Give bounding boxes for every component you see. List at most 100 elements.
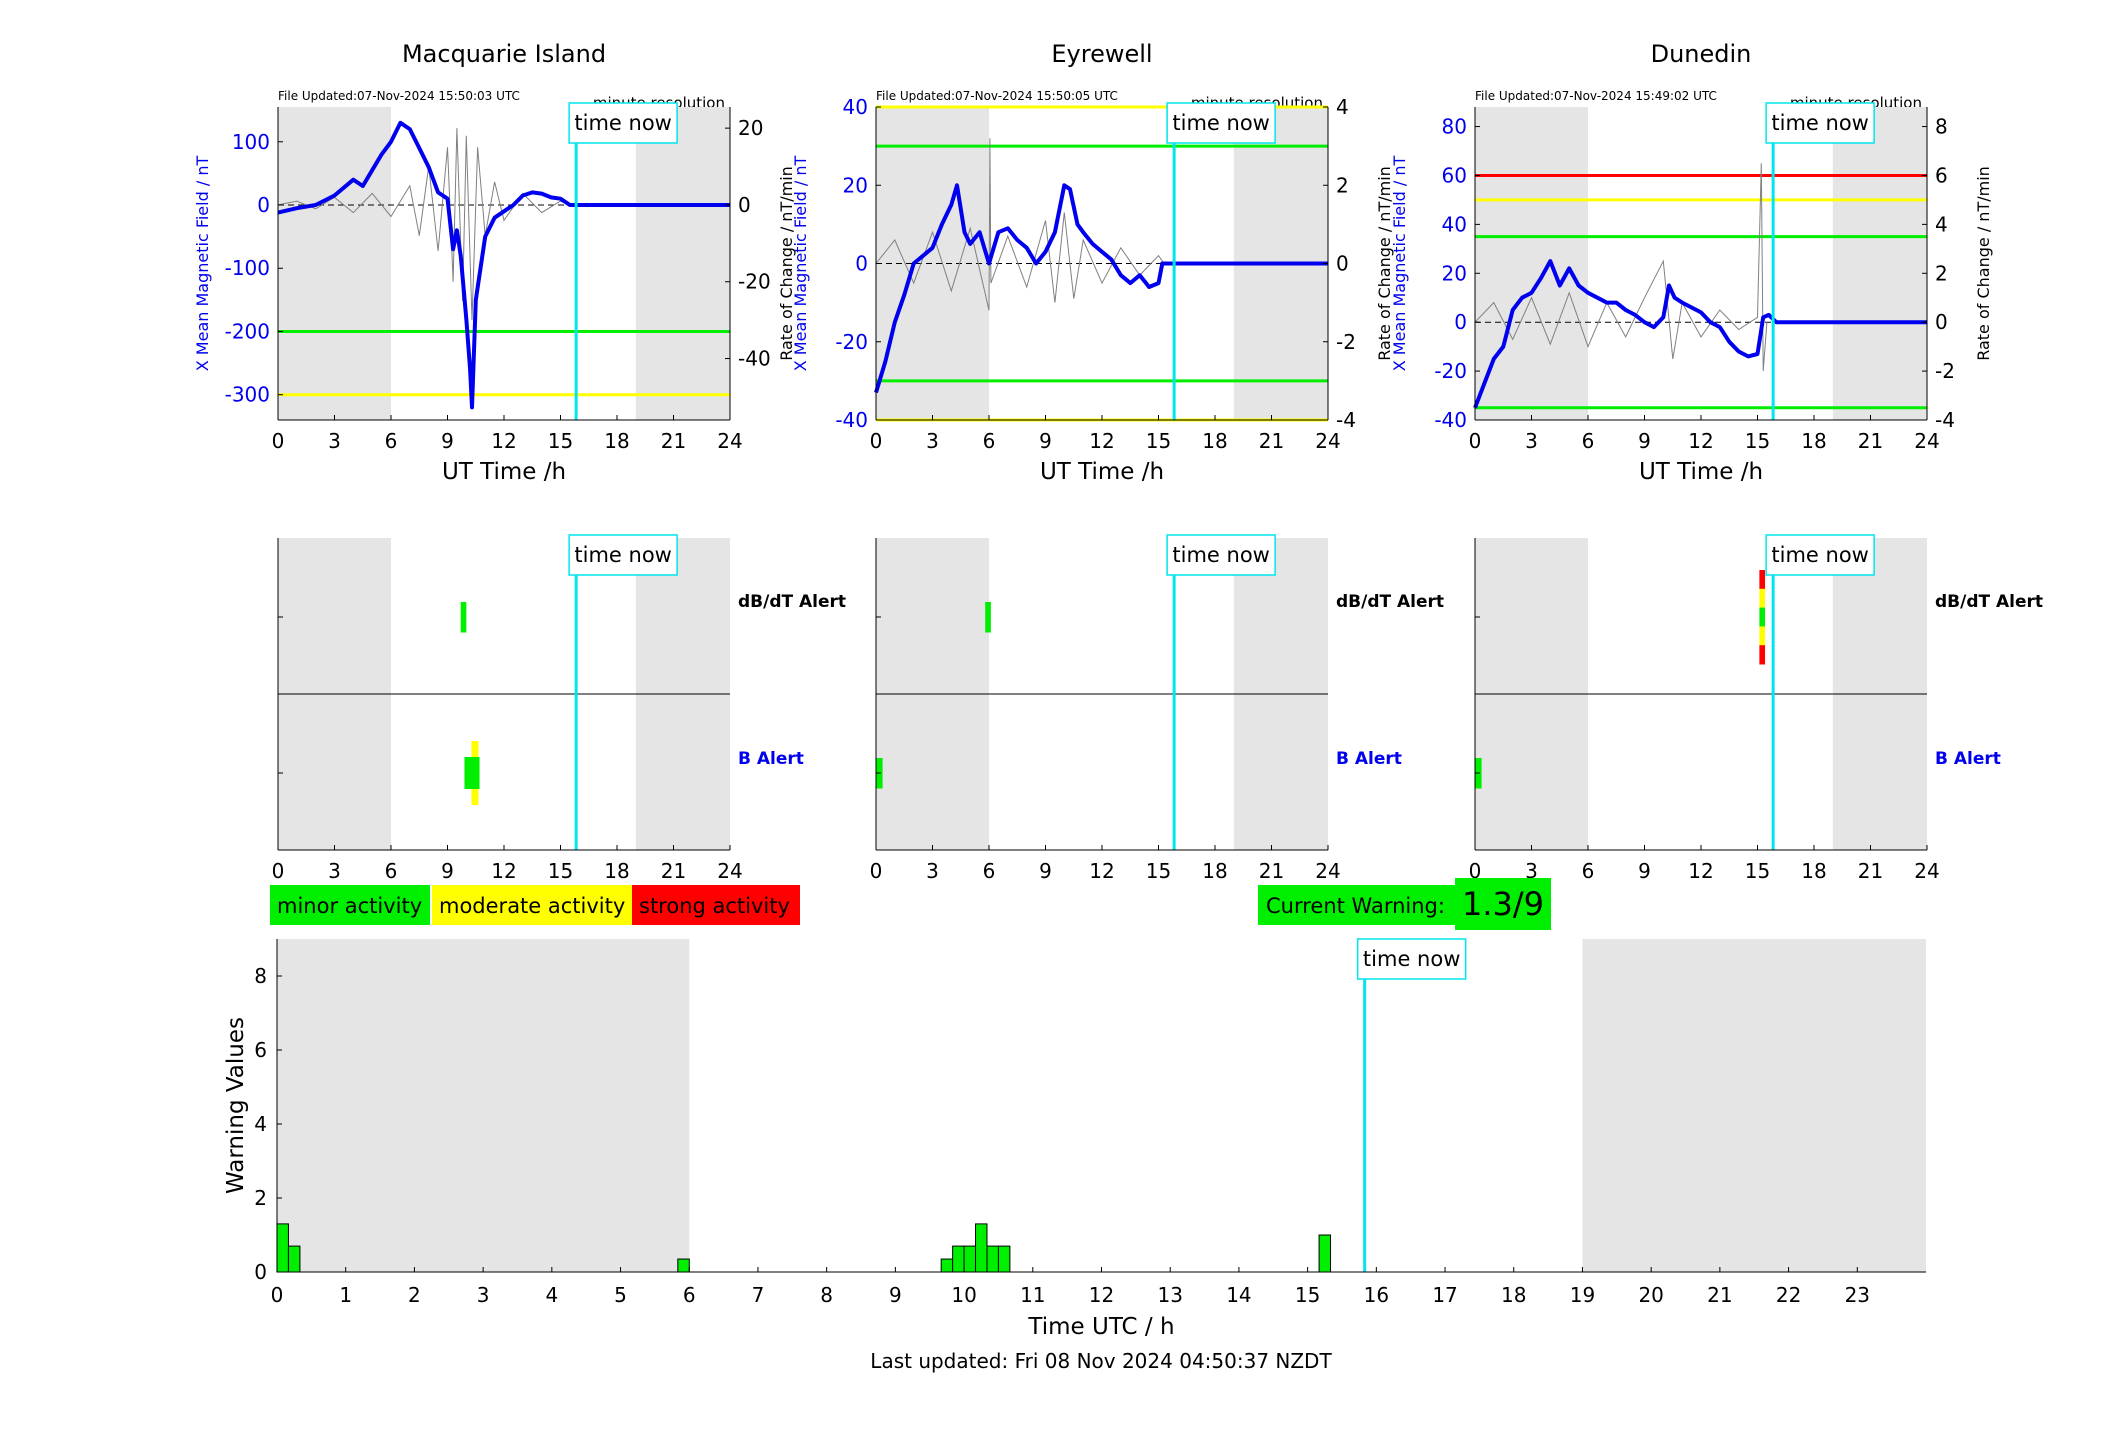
y2-tick-label: 2: [1336, 173, 1349, 197]
y-tick-label: -40: [835, 408, 868, 432]
dbdt-alert-mark: [1759, 645, 1766, 665]
x-tick-label: 18: [1801, 859, 1826, 883]
night-shading: [1475, 107, 1588, 420]
activity-legend: minor activity moderate activity strong ac…: [270, 885, 800, 925]
y2-tick-label: -2: [1935, 359, 1955, 383]
x-tick-label: 12: [1688, 429, 1713, 453]
x-tick-label: 6: [385, 859, 398, 883]
x-tick-label: 18: [604, 429, 629, 453]
dbdt-alert-mark: [1759, 626, 1766, 646]
y2-tick-label: -2: [1336, 330, 1356, 354]
time-now-label: time now: [1172, 111, 1269, 135]
y-tick-label: 100: [232, 130, 270, 154]
night-shading: [1832, 107, 1927, 420]
x-tick-label: 15: [1146, 859, 1171, 883]
y-tick-label: 2: [254, 1186, 267, 1210]
warning-bar: [677, 1258, 690, 1273]
x-tick-label: 23: [1845, 1283, 1870, 1307]
x-tick-label: 0: [870, 859, 883, 883]
time-now-label: time now: [1172, 543, 1269, 567]
magnetic-field-line: [874, 183, 1328, 394]
y-axis-label: Warning Values: [223, 1017, 249, 1194]
current-warning: Current Warning: 1.3/9: [1258, 878, 1551, 930]
x-tick-label: 1: [339, 1283, 352, 1307]
y-axis-label: X Mean Magnetic Field / nT: [193, 156, 212, 372]
x-tick-label: 3: [926, 429, 939, 453]
alert-panel: time now 0 3 6 9 12 15 18 21 24 dB/dT Alert B Alert: [870, 534, 1444, 883]
x-tick-label: 18: [1501, 1283, 1526, 1307]
warning-bar: [975, 1223, 988, 1273]
station-panel: Eyrewell File Updated:07-Nov-2024 15:50:0…: [791, 40, 1394, 485]
x-tick-label: 14: [1226, 1283, 1251, 1307]
x-tick-label: 18: [1202, 429, 1227, 453]
x-tick-label: 22: [1776, 1283, 1801, 1307]
warning-bar: [963, 1245, 977, 1273]
current-warning-value-box: [1455, 878, 1551, 930]
x-tick-label: 6: [983, 429, 996, 453]
x-tick-label: 21: [1259, 429, 1284, 453]
x-tick-label: 21: [661, 859, 686, 883]
time-now-label: time now: [1363, 947, 1460, 971]
y-tick-label: -300: [225, 383, 270, 407]
rate-of-change-line: [277, 128, 571, 321]
x-tick-label: 9: [1039, 429, 1052, 453]
x-tick-label: 0: [271, 1283, 284, 1307]
warning-bar: [1318, 1234, 1332, 1273]
warning-bar: [997, 1245, 1011, 1273]
x-tick-label: 9: [441, 859, 454, 883]
x-tick-label: 6: [385, 429, 398, 453]
y2-tick-label: -4: [1935, 408, 1955, 432]
dbdt-alert-mark: [1759, 588, 1766, 609]
dbdt-alert-mark: [1759, 570, 1766, 590]
x-axis-label: UT Time /h: [1639, 459, 1763, 485]
x-tick-label: 6: [1582, 859, 1595, 883]
time-now-box: [568, 102, 678, 144]
rate-of-change-line: [875, 138, 1165, 311]
night-shading: [1582, 939, 1926, 1272]
current-warning-value: 1.3/9: [1462, 885, 1544, 923]
x-tick-label: 11: [1020, 1283, 1045, 1307]
x-tick-label: 9: [1039, 859, 1052, 883]
dbdt-alert-label: dB/dT Alert: [738, 592, 846, 612]
x-tick-label: 24: [717, 429, 742, 453]
y-tick-label: 8: [254, 964, 267, 988]
x-tick-label: 0: [272, 859, 285, 883]
y-tick-label: 20: [843, 173, 868, 197]
station-panel: Dunedin File Updated:07-Nov-2024 15:49:02…: [1390, 40, 1993, 485]
warning-bar: [986, 1245, 999, 1273]
x-tick-label: 24: [1315, 859, 1340, 883]
legend-minor-swatch: [270, 885, 430, 925]
x-tick-label: 13: [1157, 1283, 1182, 1307]
warning-bar: [287, 1245, 301, 1273]
x-tick-label: 12: [491, 429, 516, 453]
legend-minor-label: minor activity: [277, 894, 422, 918]
legend-moderate-label: moderate activity: [439, 894, 625, 918]
time-now-box: [1166, 102, 1276, 144]
x-tick-label: 0: [272, 429, 285, 453]
y2-tick-label: -4: [1336, 408, 1356, 432]
x-tick-label: 15: [1745, 859, 1770, 883]
x-tick-label: 12: [1089, 429, 1114, 453]
y-tick-label: 0: [855, 252, 868, 276]
x-tick-label: 21: [1259, 859, 1284, 883]
x-tick-label: 9: [1638, 429, 1651, 453]
station-panel: Macquarie Island File Updated:07-Nov-2024…: [193, 40, 796, 485]
time-now-label: time now: [1771, 111, 1868, 135]
time-now-box: [568, 534, 678, 576]
b-alert-label: B Alert: [1935, 749, 2001, 769]
x-tick-label: 0: [1469, 859, 1482, 883]
night-shading: [278, 107, 391, 420]
magnetic-field-line: [1473, 259, 1927, 409]
x-tick-label: 24: [717, 859, 742, 883]
y2-tick-label: -40: [738, 347, 771, 371]
x-tick-label: 18: [1801, 429, 1826, 453]
y-tick-label: 40: [1442, 212, 1467, 236]
time-now-label: time now: [1771, 543, 1868, 567]
file-updated: File Updated:07-Nov-2024 15:50:05 UTC: [876, 89, 1118, 103]
y-tick-label: 6: [254, 1038, 267, 1062]
x-tick-label: 3: [1525, 429, 1538, 453]
alert-panel: time now 0 3 6 9 12 15 18 21 24 dB/dT Alert B Alert: [1469, 534, 2043, 883]
